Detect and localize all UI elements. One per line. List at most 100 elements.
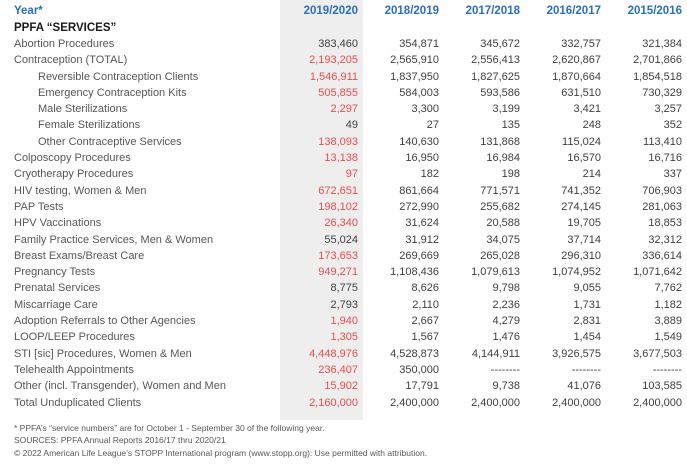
value-cell: 281,063 — [642, 200, 682, 213]
value-cell: 3,889 — [654, 315, 682, 328]
value-cell: 741,352 — [561, 184, 601, 197]
value-cell: 274,145 — [561, 200, 601, 213]
value-cell: 3,300 — [411, 103, 439, 116]
value-cell: 32,312 — [648, 233, 682, 246]
value-cell: 2,565,910 — [390, 54, 439, 67]
footnote-copyright: © 2022 American Life League’s STOPP Inte… — [14, 447, 428, 458]
value-cell: 16,570 — [567, 152, 601, 165]
value-cell: 41,076 — [567, 380, 601, 393]
value-cell: 17,791 — [405, 380, 439, 393]
value-cell: 4,279 — [492, 315, 520, 328]
value-cell: 584,003 — [399, 86, 439, 99]
value-cell: 115,024 — [562, 135, 601, 148]
value-cell: 383,460 — [318, 38, 358, 50]
value-cell: 336,614 — [642, 249, 682, 262]
value-cell: 8,626 — [411, 282, 439, 295]
value-cell: -------- — [571, 363, 601, 376]
value-cell: 19,705 — [567, 217, 601, 230]
row-label: Reversible Contraception Clients — [38, 70, 199, 83]
value-cell: 248 — [582, 119, 601, 132]
value-cell: 1,567 — [411, 331, 439, 344]
value-cell: 3,926,575 — [552, 347, 601, 360]
value-cell: 2,701,866 — [633, 54, 682, 67]
value-cell: 352 — [663, 119, 682, 132]
row-label: HIV testing, Women & Men — [14, 184, 147, 197]
value-cell: 16,984 — [486, 152, 520, 165]
value-cell: 173,653 — [318, 249, 358, 262]
row-label: Female Sterilizations — [38, 119, 141, 132]
value-cell: 3,199 — [492, 103, 520, 116]
value-cell: 3,677,503 — [633, 347, 682, 360]
value-cell: 1,074,952 — [552, 266, 601, 279]
value-cell: 332,757 — [561, 38, 601, 50]
row-label: Breast Exams/Breast Care — [14, 249, 145, 262]
value-cell: 771,571 — [480, 184, 520, 197]
row-label: Abortion Procedures — [14, 38, 115, 50]
value-cell: 9,055 — [573, 282, 601, 295]
value-cell: 49 — [345, 119, 358, 132]
value-cell: 1,476 — [492, 331, 520, 344]
value-cell: 198,102 — [318, 200, 358, 213]
value-cell: 31,912 — [405, 233, 439, 246]
row-label: Colposcopy Procedures — [14, 152, 131, 165]
value-cell: 236,407 — [318, 363, 358, 376]
value-cell: 2,236 — [492, 298, 520, 311]
row-label: Emergency Contraception Kits — [38, 86, 187, 99]
value-cell: 1,549 — [654, 331, 682, 344]
row-label: STI [sic] Procedures, Women & Men — [14, 347, 192, 360]
value-cell: 345,672 — [480, 38, 520, 50]
footnotes: * PPFA’s “service numbers” are for Octob… — [14, 422, 427, 459]
value-cell: 2,110 — [412, 298, 439, 311]
value-cell: 2,160,000 — [309, 396, 358, 409]
value-cell: 7,762 — [654, 282, 682, 295]
year-row-label: Year* — [14, 5, 43, 17]
row-label: PAP Tests — [14, 200, 64, 213]
value-cell: 3,421 — [573, 103, 601, 116]
value-cell: 4,528,873 — [390, 347, 439, 360]
value-cell: 15,902 — [324, 380, 358, 393]
value-cell: 131,868 — [480, 135, 520, 148]
value-cell: 1,854,518 — [633, 70, 682, 83]
value-cell: -------- — [490, 363, 520, 376]
value-cell: 8,775 — [330, 282, 358, 295]
value-cell: 182 — [420, 168, 439, 181]
value-cell: 135 — [501, 119, 520, 132]
value-cell: 1,182 — [654, 298, 682, 311]
value-cell: 593,586 — [480, 86, 520, 99]
row-label: Family Practice Services, Men & Women — [14, 233, 214, 246]
row-label: Cryotherapy Procedures — [14, 168, 134, 181]
value-cell: 2,400,000 — [390, 396, 439, 409]
value-cell: 2,297 — [330, 103, 358, 116]
year-header-2018-2019: 2018/2019 — [384, 5, 439, 17]
value-cell: 4,144,911 — [471, 347, 520, 360]
value-cell: 337 — [663, 168, 682, 181]
value-cell: 321,384 — [642, 38, 682, 50]
row-label: Other Contraceptive Services — [38, 135, 182, 148]
value-cell: 31,624 — [405, 217, 439, 230]
row-label: Adoption Referrals to Other Agencies — [14, 315, 196, 328]
section-title: PPFA “SERVICES” — [14, 22, 117, 34]
value-cell: 9,738 — [492, 380, 520, 393]
row-label: Pregnancy Tests — [14, 266, 96, 279]
value-cell: 2,193,205 — [309, 54, 358, 67]
row-label: LOOP/LEEP Procedures — [14, 331, 135, 344]
current-year-column-highlight — [280, 0, 363, 420]
value-cell: 1,837,950 — [390, 70, 439, 83]
value-cell: 1,454 — [573, 331, 601, 344]
value-cell: 16,716 — [648, 152, 682, 165]
value-cell: 103,585 — [642, 380, 682, 393]
value-cell: 350,000 — [399, 363, 439, 376]
row-label: Male Sterilizations — [38, 103, 128, 116]
row-label: Prenatal Services — [14, 282, 101, 295]
value-cell: 2,620,867 — [552, 54, 601, 67]
value-cell: 26,340 — [324, 217, 358, 230]
value-cell: 296,310 — [561, 249, 601, 262]
value-cell: 255,682 — [480, 200, 520, 213]
value-cell: 20,588 — [486, 217, 520, 230]
value-cell: 9,798 — [492, 282, 520, 295]
value-cell: 2,400,000 — [471, 396, 520, 409]
row-label: Contraception (TOTAL) — [14, 54, 128, 67]
value-cell: 3,257 — [654, 103, 682, 116]
year-header-2017-2018: 2017/2018 — [465, 5, 520, 17]
